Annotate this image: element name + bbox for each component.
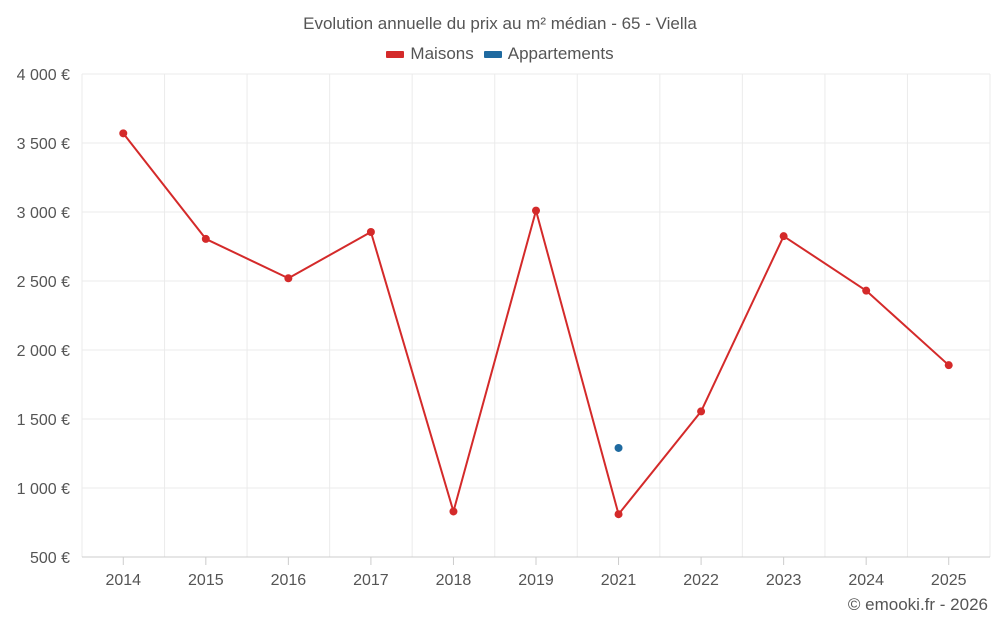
x-tick-label: 2025 xyxy=(931,572,967,589)
data-point-maisons xyxy=(697,407,706,416)
data-point-maisons xyxy=(284,274,293,283)
x-tick-label: 2019 xyxy=(518,572,554,589)
legend-swatch-maisons xyxy=(386,50,405,58)
x-tick-label: 2022 xyxy=(683,572,719,589)
x-tick-label: 2021 xyxy=(601,572,637,589)
legend-swatch-appartements xyxy=(483,50,502,58)
x-tick-label: 2016 xyxy=(271,572,307,589)
chart-title: Evolution annuelle du prix au m² médian … xyxy=(303,14,697,33)
y-tick-label: 1 500 € xyxy=(17,412,70,429)
data-point-maisons xyxy=(532,206,540,215)
x-tick-label: 2024 xyxy=(848,572,884,589)
x-tick-label: 2015 xyxy=(188,572,224,589)
legend-label-maisons: Maisons xyxy=(410,44,474,63)
x-tick-label: 2014 xyxy=(105,572,141,589)
legend: Maisons Appartements xyxy=(0,44,1000,64)
credit: © emooki.fr - 2026 xyxy=(847,595,988,614)
x-tick-label: 2018 xyxy=(436,572,472,589)
data-point-maisons xyxy=(119,129,128,138)
legend-item-appartements[interactable]: Appartements xyxy=(483,44,614,64)
x-tick-label: 2017 xyxy=(353,572,389,589)
y-tick-label: 2 000 € xyxy=(17,343,70,360)
data-point-maisons xyxy=(614,510,623,519)
data-point-maisons xyxy=(779,232,788,241)
y-tick-label: 2 500 € xyxy=(17,274,70,291)
y-tick-label: 500 € xyxy=(30,550,70,567)
x-tick-label: 2023 xyxy=(766,572,802,589)
data-point-maisons xyxy=(862,286,871,295)
data-point-maisons xyxy=(449,507,458,516)
y-tick-label: 3 000 € xyxy=(17,205,70,222)
data-point-appartements xyxy=(614,443,623,452)
y-tick-label: 1 000 € xyxy=(17,481,70,498)
data-point-maisons xyxy=(201,234,210,243)
y-tick-label: 3 500 € xyxy=(17,136,70,153)
legend-label-appartements: Appartements xyxy=(507,44,614,63)
y-tick-label: 4 000 € xyxy=(17,67,70,84)
data-point-maisons xyxy=(944,361,953,370)
legend-item-maisons[interactable]: Maisons xyxy=(386,44,474,64)
data-point-maisons xyxy=(366,228,375,237)
